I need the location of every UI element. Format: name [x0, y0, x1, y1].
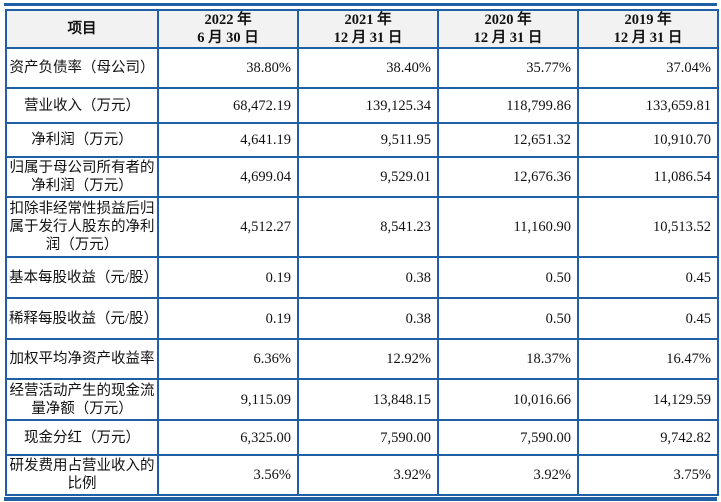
value-cell: 3.75%	[577, 454, 719, 496]
table-row: 现金分红（万元） 6,325.00 7,590.00 7,590.00 9,742.82	[5, 419, 719, 456]
bottom-rule	[4, 497, 717, 501]
row-label: 稀释每股收益（元/股）	[5, 297, 159, 340]
row-label: 扣除非经常性损益后归属于发行人股东的净利润（万元）	[5, 196, 159, 258]
value-cell: 12,651.32	[437, 122, 579, 158]
row-label: 加权平均净资产收益率	[5, 338, 159, 380]
value-cell: 11,086.54	[577, 156, 719, 198]
value-cell: 3.56%	[157, 454, 299, 496]
row-label: 研发费用占营业收入的比例	[5, 454, 159, 496]
value-cell: 16.47%	[577, 338, 719, 380]
value-cell: 3.92%	[297, 454, 439, 496]
value-cell: 10,513.52	[577, 196, 719, 258]
table-row: 净利润（万元） 4,641.19 9,511.95 12,651.32 10,910.7…	[5, 122, 719, 158]
row-label: 归属于母公司所有者的净利润（万元）	[5, 156, 159, 198]
header-line: 2020 年	[484, 12, 532, 28]
value-cell: 11,160.90	[437, 196, 579, 258]
table-row: 稀释每股收益（元/股） 0.19 0.38 0.50 0.45	[5, 297, 719, 340]
value-cell: 4,699.04	[157, 156, 299, 198]
row-label: 营业收入（万元）	[5, 87, 159, 124]
value-cell: 0.45	[577, 297, 719, 340]
header-line: 6 月 30 日	[197, 30, 259, 46]
row-label: 基本每股收益（元/股）	[5, 256, 159, 299]
value-cell: 4,641.19	[157, 122, 299, 158]
header-line: 2019 年	[624, 12, 672, 28]
value-cell: 6.36%	[157, 338, 299, 380]
value-cell: 4,512.27	[157, 196, 299, 258]
value-cell: 7,590.00	[297, 419, 439, 456]
value-cell: 38.80%	[157, 47, 299, 89]
value-cell: 35.77%	[437, 47, 579, 89]
row-label: 经营活动产生的现金流量净额（万元）	[5, 378, 159, 421]
table-row: 归属于母公司所有者的净利润（万元） 4,699.04 9,529.01 12,676.…	[5, 156, 719, 198]
value-cell: 8,541.23	[297, 196, 439, 258]
value-cell: 10,910.70	[577, 122, 719, 158]
value-cell: 37.04%	[577, 47, 719, 89]
value-cell: 0.50	[437, 297, 579, 340]
table-row: 经营活动产生的现金流量净额（万元） 9,115.09 13,848.15 10,016…	[5, 378, 719, 421]
value-cell: 0.38	[297, 256, 439, 299]
table-row: 资产负债率（母公司） 38.80% 38.40% 35.77% 37.04%	[5, 47, 719, 89]
header-line: 12 月 31 日	[333, 30, 403, 46]
header-line: 2021 年	[344, 12, 392, 28]
header-line: 项目	[67, 21, 97, 37]
header-row: 项目 2022 年 6 月 30 日 2021 年 12 月 31 日 2020 年 12 …	[5, 9, 719, 49]
value-cell: 133,659.81	[577, 87, 719, 124]
financial-summary-table: 项目 2022 年 6 月 30 日 2021 年 12 月 31 日 2020 年 12 …	[5, 9, 719, 496]
value-cell: 13,848.15	[297, 378, 439, 421]
value-cell: 7,590.00	[437, 419, 579, 456]
value-cell: 0.45	[577, 256, 719, 299]
value-cell: 9,529.01	[297, 156, 439, 198]
value-cell: 139,125.34	[297, 87, 439, 124]
value-cell: 9,115.09	[157, 378, 299, 421]
value-cell: 12.92%	[297, 338, 439, 380]
row-label: 净利润（万元）	[5, 122, 159, 158]
value-cell: 0.19	[157, 256, 299, 299]
value-cell: 9,742.82	[577, 419, 719, 456]
value-cell: 38.40%	[297, 47, 439, 89]
value-cell: 118,799.86	[437, 87, 579, 124]
value-cell: 10,016.66	[437, 378, 579, 421]
table-row: 研发费用占营业收入的比例 3.56% 3.92% 3.92% 3.75%	[5, 454, 719, 496]
column-header-period: 2022 年 6 月 30 日	[157, 9, 299, 49]
header-line: 2022 年	[204, 12, 252, 28]
value-cell: 3.92%	[437, 454, 579, 496]
column-header-period: 2019 年 12 月 31 日	[577, 9, 719, 49]
value-cell: 0.19	[157, 297, 299, 340]
table-row: 营业收入（万元） 68,472.19 139,125.34 118,799.86 133…	[5, 87, 719, 124]
value-cell: 12,676.36	[437, 156, 579, 198]
value-cell: 68,472.19	[157, 87, 299, 124]
table-row: 扣除非经常性损益后归属于发行人股东的净利润（万元） 4,512.27 8,541.2…	[5, 196, 719, 258]
value-cell: 0.50	[437, 256, 579, 299]
value-cell: 14,129.59	[577, 378, 719, 421]
header-line: 12 月 31 日	[473, 30, 543, 46]
value-cell: 6,325.00	[157, 419, 299, 456]
row-label: 现金分红（万元）	[5, 419, 159, 456]
column-header-period: 2021 年 12 月 31 日	[297, 9, 439, 49]
table-row: 加权平均净资产收益率 6.36% 12.92% 18.37% 16.47%	[5, 338, 719, 380]
top-rule	[4, 3, 717, 6]
value-cell: 18.37%	[437, 338, 579, 380]
value-cell: 9,511.95	[297, 122, 439, 158]
column-header-item: 项目	[5, 9, 159, 49]
header-line: 12 月 31 日	[613, 30, 683, 46]
value-cell: 0.38	[297, 297, 439, 340]
table-row: 基本每股收益（元/股） 0.19 0.38 0.50 0.45	[5, 256, 719, 299]
column-header-period: 2020 年 12 月 31 日	[437, 9, 579, 49]
row-label: 资产负债率（母公司）	[5, 47, 159, 89]
